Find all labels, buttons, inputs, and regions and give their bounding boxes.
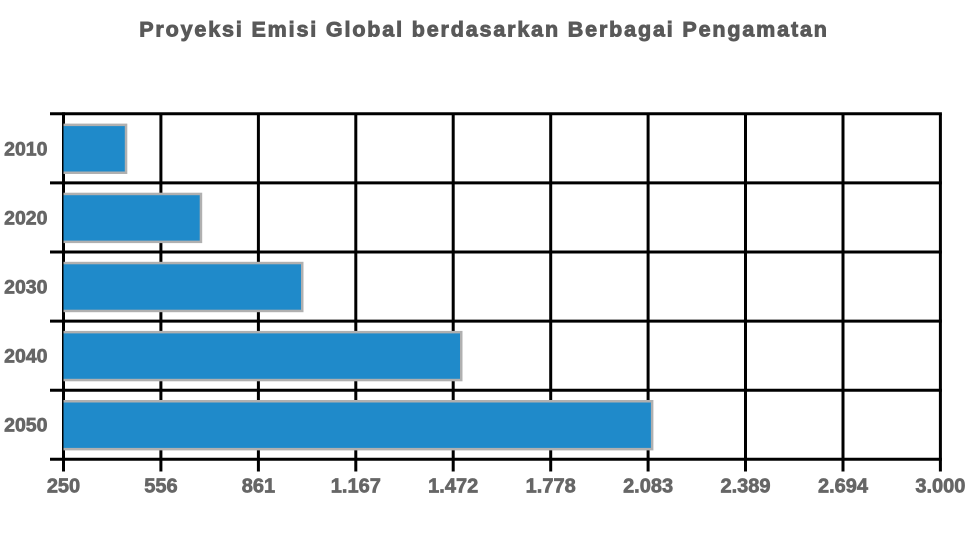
svg-text:2.083: 2.083 [623,476,673,498]
svg-text:Proyeksi Emisi Global berdasar: Proyeksi Emisi Global berdasarkan Berbag… [139,17,829,41]
svg-text:1.472: 1.472 [428,476,478,498]
svg-text:1.778: 1.778 [526,476,576,498]
svg-text:2050: 2050 [4,415,48,437]
svg-text:2.389: 2.389 [720,476,770,498]
svg-text:2.694: 2.694 [818,476,869,498]
svg-text:2040: 2040 [4,346,48,368]
svg-text:3.000: 3.000 [915,476,965,498]
svg-text:861: 861 [242,476,275,498]
svg-text:2010: 2010 [4,138,48,160]
svg-text:556: 556 [144,476,177,498]
svg-text:250: 250 [47,476,80,498]
svg-text:2030: 2030 [4,277,48,299]
svg-text:1.167: 1.167 [331,476,381,498]
svg-text:2020: 2020 [4,207,48,229]
